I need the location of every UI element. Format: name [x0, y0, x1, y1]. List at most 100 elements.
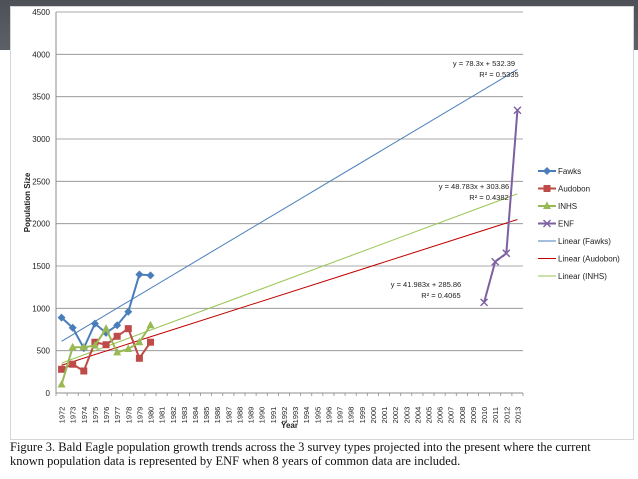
x-tick-label: 2002 [391, 407, 400, 424]
legend-label: Linear (Fawks) [558, 237, 611, 246]
legend-label: Linear (Audobon) [558, 255, 620, 264]
data-point-inhs [57, 380, 66, 388]
trendline-linearinhs [61, 193, 518, 364]
x-tick-label: 1984 [191, 407, 200, 424]
x-tick-label: 1997 [336, 407, 345, 424]
data-point-enf [491, 257, 500, 266]
x-tick-label: 1990 [258, 407, 267, 424]
legend-label: Audobon [558, 185, 590, 194]
data-point-audobon [80, 367, 88, 375]
x-tick-label: 1985 [202, 407, 211, 424]
x-tick-label: 1982 [169, 407, 178, 424]
x-tick-label: 1976 [102, 407, 111, 424]
x-tick-label: 2003 [402, 407, 411, 424]
x-tick-label: 1986 [213, 407, 222, 424]
x-tick-label: 2006 [436, 407, 445, 424]
x-tick-label: 1995 [313, 407, 322, 424]
x-tick-label: 1980 [147, 407, 156, 424]
data-point-audobon [102, 341, 110, 349]
data-point-enf [513, 106, 522, 115]
series-line-enf [483, 110, 519, 303]
marker-x-stroke [502, 249, 511, 258]
x-tick-label: 1981 [158, 407, 167, 424]
y-tick-label: 3500 [32, 93, 50, 102]
y-tick-label: 0 [46, 389, 51, 398]
data-series [57, 106, 522, 388]
data-point-audobon [113, 332, 121, 340]
trend-r-squared: R² = 0.4065 [421, 291, 460, 300]
legend-marker [543, 167, 551, 175]
x-tick-label: 1974 [80, 407, 89, 424]
legend-marker [543, 185, 551, 192]
legend-label: INHS [558, 202, 577, 211]
x-tick-label: 1994 [302, 407, 311, 424]
trend-r-squared: R² = 0.4382 [469, 193, 508, 202]
chart-frame [10, 6, 634, 440]
data-point-fawks [90, 319, 99, 328]
legend-label: Linear (INHS) [558, 272, 607, 281]
marker-x-stroke [543, 219, 551, 228]
figure-caption: Figure 3. Bald Eagle population growth t… [10, 440, 630, 468]
marker-x-stroke [491, 257, 500, 266]
y-tick-label: 4000 [32, 50, 50, 59]
legend-label: Fawks [558, 167, 581, 176]
x-tick-label: 1978 [124, 407, 133, 424]
data-point-inhs [102, 324, 111, 332]
x-tick-label: 1993 [291, 407, 300, 424]
legend: Fawks Audobon INHS ENF Linear (Fawks) Linear … [538, 167, 620, 281]
data-point-inhs [79, 342, 88, 351]
x-tick-label: 1988 [235, 407, 244, 424]
data-point-audobon [147, 338, 155, 346]
data-point-inhs [90, 341, 99, 349]
x-tick-label: 2007 [447, 407, 456, 424]
marker-x-stroke [513, 106, 522, 115]
data-point-fawks [113, 321, 122, 330]
x-tick-label: 2004 [413, 407, 422, 424]
caption-line-2: known population data is represented by … [10, 454, 461, 468]
trendlines [61, 69, 518, 366]
x-tick-label: 2000 [369, 407, 378, 424]
y-tick-label: 2500 [32, 177, 50, 186]
data-point-enf [480, 298, 489, 307]
y-tick-label: 3000 [32, 135, 50, 144]
x-tick-label: 2008 [458, 407, 467, 424]
caption-line-1: Figure 3. Bald Eagle population growth t… [10, 440, 591, 454]
series-line-fawks [60, 273, 151, 351]
x-tick-label: 2013 [513, 407, 522, 424]
trend-equation: y = 41.983x + 285.86 [391, 280, 461, 289]
trendline-linearaudobon [61, 219, 518, 366]
x-tick-label: 2012 [502, 407, 511, 424]
data-point-inhs [113, 347, 122, 356]
data-point-fawks [146, 271, 155, 280]
x-tick-label: 1977 [113, 407, 122, 424]
legend-label: ENF [558, 220, 574, 229]
marker-x-stroke [480, 298, 489, 307]
x-tick-label: 1983 [180, 407, 189, 424]
y-tick-label: 4500 [32, 8, 50, 17]
y-tick-label: 1000 [32, 304, 50, 313]
x-tick-label: 1975 [91, 407, 100, 424]
x-tick-label: 2009 [469, 407, 478, 424]
trendline-linearfawks [61, 69, 518, 342]
x-tick-label: 1991 [269, 407, 278, 424]
x-tick-label: 1996 [324, 407, 333, 424]
data-point-inhs [146, 320, 155, 329]
x-tick-label: 1972 [58, 407, 67, 424]
x-axis-title: Year [281, 421, 298, 430]
y-axis-title: Population Size [23, 172, 32, 232]
data-point-fawks [57, 313, 66, 322]
trend-equation: y = 48.783x + 303.86 [439, 182, 509, 191]
x-tick-label: 1992 [280, 407, 289, 424]
x-tick-label: 2011 [491, 407, 500, 423]
y-tick-label: 2000 [32, 220, 50, 229]
data-point-fawks [68, 323, 77, 332]
trend-r-squared: R² = 0.5335 [479, 70, 518, 79]
data-point-inhs [68, 342, 77, 351]
x-tick-label: 1989 [247, 407, 256, 424]
gridlines [56, 11, 523, 352]
y-tick-label: 500 [37, 347, 51, 356]
data-point-audobon [58, 365, 66, 373]
axes: 0 500 1000 1500 2000 2500 3000 3500 4000 4500 1972… [23, 8, 524, 430]
data-point-fawks [124, 307, 133, 316]
data-point-enf [502, 249, 511, 258]
